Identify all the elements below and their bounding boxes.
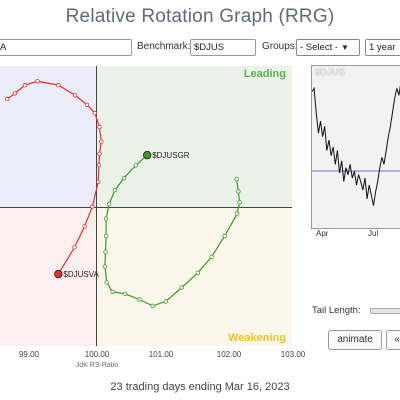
series-tail-point xyxy=(179,285,184,290)
groups-select-value: - Select - xyxy=(300,42,339,53)
series-tail-point xyxy=(236,189,241,194)
rrg-chart[interactable]: Leading Weakening $DJUSVA $DJUSGR xyxy=(0,66,292,346)
series-tail-point xyxy=(97,151,102,156)
tail-length-label: Tail Length: xyxy=(312,305,361,316)
quadrant-leading xyxy=(96,66,292,207)
series-tail-point xyxy=(92,110,97,116)
symbols-input[interactable]: A xyxy=(0,39,132,56)
groups-select[interactable]: - Select - ▼ xyxy=(296,39,360,56)
x-tick-label: 101.00 xyxy=(148,350,174,359)
page-title: Relative Rotation Graph (RRG) xyxy=(65,6,335,27)
series-tail-point xyxy=(103,233,109,239)
series-tail-point xyxy=(72,93,78,98)
x-axis: 99.00 100.00 101.00 102.00 103.00 JdK RS… xyxy=(0,348,305,378)
x-axis-title: JdK RS-Ratio xyxy=(75,362,119,369)
groups-label: Groups: xyxy=(262,41,298,52)
series-tail-point xyxy=(237,199,242,205)
series-label: $DJUSVA xyxy=(63,270,99,279)
rrg-plot-area: $DJUSVA $DJUSGR xyxy=(4,79,242,309)
series-tail-point xyxy=(72,245,77,250)
series-tail-point xyxy=(137,297,142,302)
series-tail-point xyxy=(84,102,90,107)
benchmark-mini-chart: $DJUS xyxy=(311,65,400,229)
series-tail-point xyxy=(4,96,10,102)
x-tick-label: 99.00 xyxy=(18,350,40,359)
series-tail-point xyxy=(234,177,239,182)
period-select-value: 1 year xyxy=(369,42,396,53)
horizontal-centerline xyxy=(0,207,292,208)
series-tail-point xyxy=(121,175,127,181)
toolbar: A Benchmark: $DJUS Groups: - Select - ▼ 1… xyxy=(0,39,400,57)
series-head-point[interactable] xyxy=(54,269,63,279)
mini-chart-plot xyxy=(312,84,400,206)
series-tail-point xyxy=(56,82,61,88)
series-tail-point xyxy=(150,303,155,309)
quadrant-improving xyxy=(0,66,96,207)
series-tail-point xyxy=(82,224,87,229)
mini-x-label: Apr xyxy=(316,229,329,238)
series-tail-point xyxy=(102,264,108,269)
series-tail-point xyxy=(103,249,108,254)
series-tail-point xyxy=(222,233,227,239)
series-tail-point xyxy=(22,82,28,88)
mini-x-label: Jul xyxy=(368,229,379,238)
series-tail-point xyxy=(122,291,128,296)
series-tail-point xyxy=(133,163,139,168)
chevron-down-icon: ▼ xyxy=(341,43,349,52)
series-tail-point xyxy=(35,79,40,84)
series-tail-point xyxy=(106,201,112,207)
series-tail-point xyxy=(97,124,102,130)
series-tail-point xyxy=(209,254,214,260)
quadrant-lagging xyxy=(0,207,96,346)
tail-length-slider[interactable] xyxy=(370,308,400,314)
benchmark-label: Benchmark: xyxy=(137,41,191,52)
x-tick-label: 103.00 xyxy=(280,350,306,359)
quadrant-label-weakening: Weakening xyxy=(228,332,286,344)
series-tail-point xyxy=(163,299,168,304)
vertical-centerline xyxy=(96,66,97,346)
animate-button[interactable]: animate xyxy=(328,330,382,350)
benchmark-input[interactable]: $DJUS xyxy=(190,39,256,56)
footer-caption: 23 trading days ending Mar 16, 2023 xyxy=(110,381,290,393)
quadrant-label-leading: Leading xyxy=(243,68,286,80)
series-tail-point xyxy=(234,211,240,216)
series-label: $DJUSGR xyxy=(152,151,190,160)
mini-price-line xyxy=(312,84,400,206)
series-tail-point xyxy=(99,139,104,144)
series-tail-point xyxy=(96,179,101,184)
series-tail-point xyxy=(103,216,109,221)
series-tail-line xyxy=(6,80,102,275)
series-tail-point xyxy=(12,91,18,96)
series-tail-point xyxy=(104,280,109,285)
mini-chart-symbol: $DJUS xyxy=(315,67,346,77)
series-tail-point xyxy=(90,204,95,209)
series-tail-point xyxy=(110,289,115,295)
step-back-button[interactable]: « xyxy=(386,330,400,350)
x-tick-label: 100.00 xyxy=(84,350,110,359)
series-head-point[interactable] xyxy=(142,150,152,160)
series-tail-point xyxy=(195,270,200,275)
series-tail-point xyxy=(112,187,118,193)
series-tail-point xyxy=(96,163,102,168)
x-tick-label: 102.00 xyxy=(216,350,242,359)
period-select[interactable]: 1 year xyxy=(365,39,400,56)
